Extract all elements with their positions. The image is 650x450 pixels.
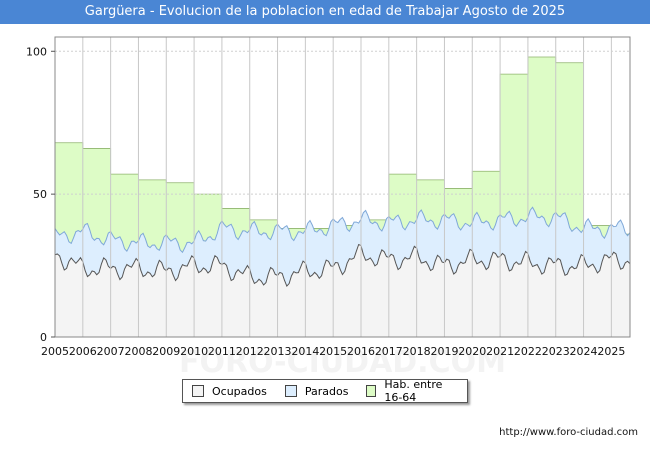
x-tick-label: 2019	[430, 345, 458, 358]
x-tick-label: 2007	[97, 345, 125, 358]
source-url: http://www.foro-ciudad.com	[499, 427, 638, 438]
x-tick-label: 2005	[41, 345, 69, 358]
series-area-ocupados	[55, 244, 630, 337]
x-tick-label: 2015	[319, 345, 347, 358]
x-tick-label: 2014	[291, 345, 319, 358]
y-tick-label: 50	[33, 188, 47, 201]
x-tick-label: 2008	[124, 345, 152, 358]
x-tick-label: 2013	[264, 345, 292, 358]
y-tick-label: 0	[40, 331, 47, 344]
x-tick-label: 2020	[458, 345, 486, 358]
plot-border	[54, 36, 631, 338]
legend-swatch-parados	[284, 385, 297, 397]
x-tick-label: 2011	[208, 345, 236, 358]
x-tick-label: 2017	[375, 345, 403, 358]
x-tick-label: 2023	[542, 345, 570, 358]
legend-swatch-ocupados	[192, 385, 204, 397]
legend: Ocupados Parados Hab. entre 16-64	[182, 378, 468, 404]
series-line-parados	[54, 206, 631, 254]
x-tick-label: 2024	[570, 345, 598, 358]
legend-item-ocupados: Ocupados	[192, 385, 267, 398]
series-line-ocupados	[54, 243, 631, 288]
y-tick-label: 100	[26, 45, 47, 58]
x-tick-label: 2006	[69, 345, 97, 358]
x-tick-label: 2022	[514, 345, 542, 358]
legend-label-habitantes: Hab. entre 16-64	[384, 378, 443, 404]
x-tick-label: 2009	[152, 345, 180, 358]
x-tick-label: 2025	[597, 345, 625, 358]
x-tick-label: 2012	[236, 345, 264, 358]
chart-title: Gargüera - Evolucion de la poblacion en …	[0, 0, 650, 24]
legend-label-ocupados: Ocupados	[212, 384, 267, 398]
x-tick-label: 2021	[486, 345, 514, 358]
x-tick-label: 2016	[347, 345, 375, 358]
x-tick-label: 2010	[180, 345, 208, 358]
legend-label-parados: Parados	[304, 384, 349, 398]
legend-swatch-habitantes	[366, 385, 377, 397]
legend-item-parados: Parados	[284, 384, 349, 398]
watermark-text: FORO-CIUDAD.COM	[179, 345, 506, 380]
x-tick-label: 2018	[403, 345, 431, 358]
legend-item-habitantes: Hab. entre 16-64	[366, 378, 458, 404]
